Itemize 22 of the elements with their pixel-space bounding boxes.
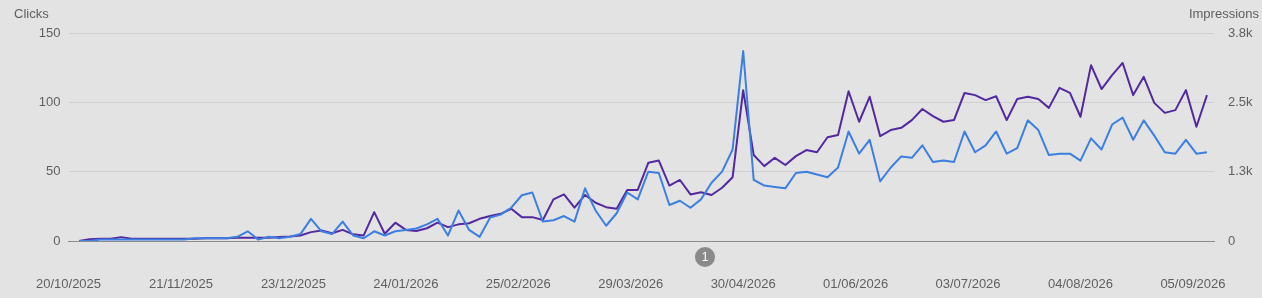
x-tick-label: 03/07/2026 (935, 276, 1001, 292)
x-tick-label: 29/03/2026 (598, 276, 664, 292)
x-tick-label: 05/09/2026 (1160, 276, 1226, 292)
text: 1 (701, 250, 709, 265)
x-tick-label: 21/11/2025 (148, 276, 214, 292)
x-tick-label: 20/10/2025 (35, 276, 102, 292)
y-tick-label: 100 (38, 93, 61, 109)
y-axis-title: Clicks (14, 5, 50, 21)
y2-tick-label: 3.8k (1228, 24, 1254, 40)
x-tick-label: 01/06/2026 (823, 276, 889, 292)
x-tick-label: 25/02/2026 (485, 276, 551, 292)
y2-tick-label: 1.3k (1228, 163, 1254, 179)
x-tick-label: 24/01/2026 (373, 276, 439, 292)
y-tick-label: 0 (53, 232, 61, 248)
x-tick-label: 30/04/2026 (710, 276, 776, 292)
x-tick-label: 04/08/2026 (1047, 276, 1114, 292)
y2-tick-label: 0 (1228, 232, 1236, 248)
y-tick-label: 50 (46, 163, 61, 179)
y-tick-label: 150 (38, 24, 61, 40)
y2-axis-title: Impressions (1188, 5, 1260, 21)
x-tick-label: 23/12/2025 (260, 276, 326, 292)
y2-tick-label: 2.5k (1228, 93, 1254, 109)
